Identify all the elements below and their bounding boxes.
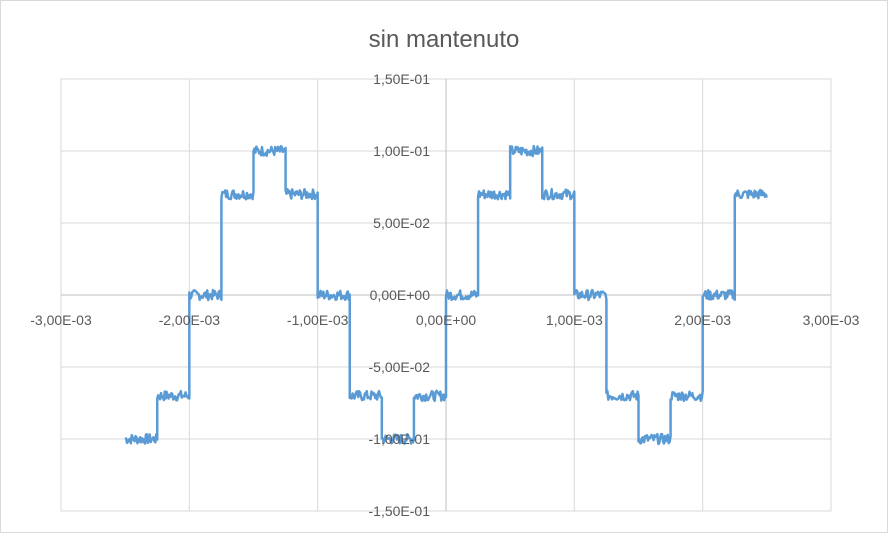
y-tick-label: 1,50E-01 (373, 71, 430, 87)
y-tick-label: -1,50E-01 (369, 503, 431, 519)
y-tick-label: 5,00E-02 (373, 215, 430, 231)
x-tick-label: 0,00E+00 (416, 312, 477, 328)
x-tick-label: -3,00E-03 (30, 312, 92, 328)
series-layer (124, 144, 769, 446)
x-tick-label: -1,00E-03 (287, 312, 349, 328)
chart-title: sin mantenuto (369, 26, 520, 53)
x-tick-label: 2,00E-03 (674, 312, 731, 328)
x-tick-label: -2,00E-03 (159, 312, 221, 328)
y-tick-label: 1,00E-01 (373, 143, 430, 159)
x-tick-label: 1,00E-03 (546, 312, 603, 328)
y-tick-label: -5,00E-02 (369, 359, 431, 375)
y-tick-label: -1,00E-01 (369, 431, 431, 447)
series-line-0 (124, 144, 769, 446)
tick-labels: -3,00E-03 -2,00E-03 -1,00E-03 0,00E+00 1,00E… (30, 71, 859, 519)
x-tick-label: 3,00E-03 (803, 312, 860, 328)
y-tick-label: 0,00E+00 (370, 287, 431, 303)
